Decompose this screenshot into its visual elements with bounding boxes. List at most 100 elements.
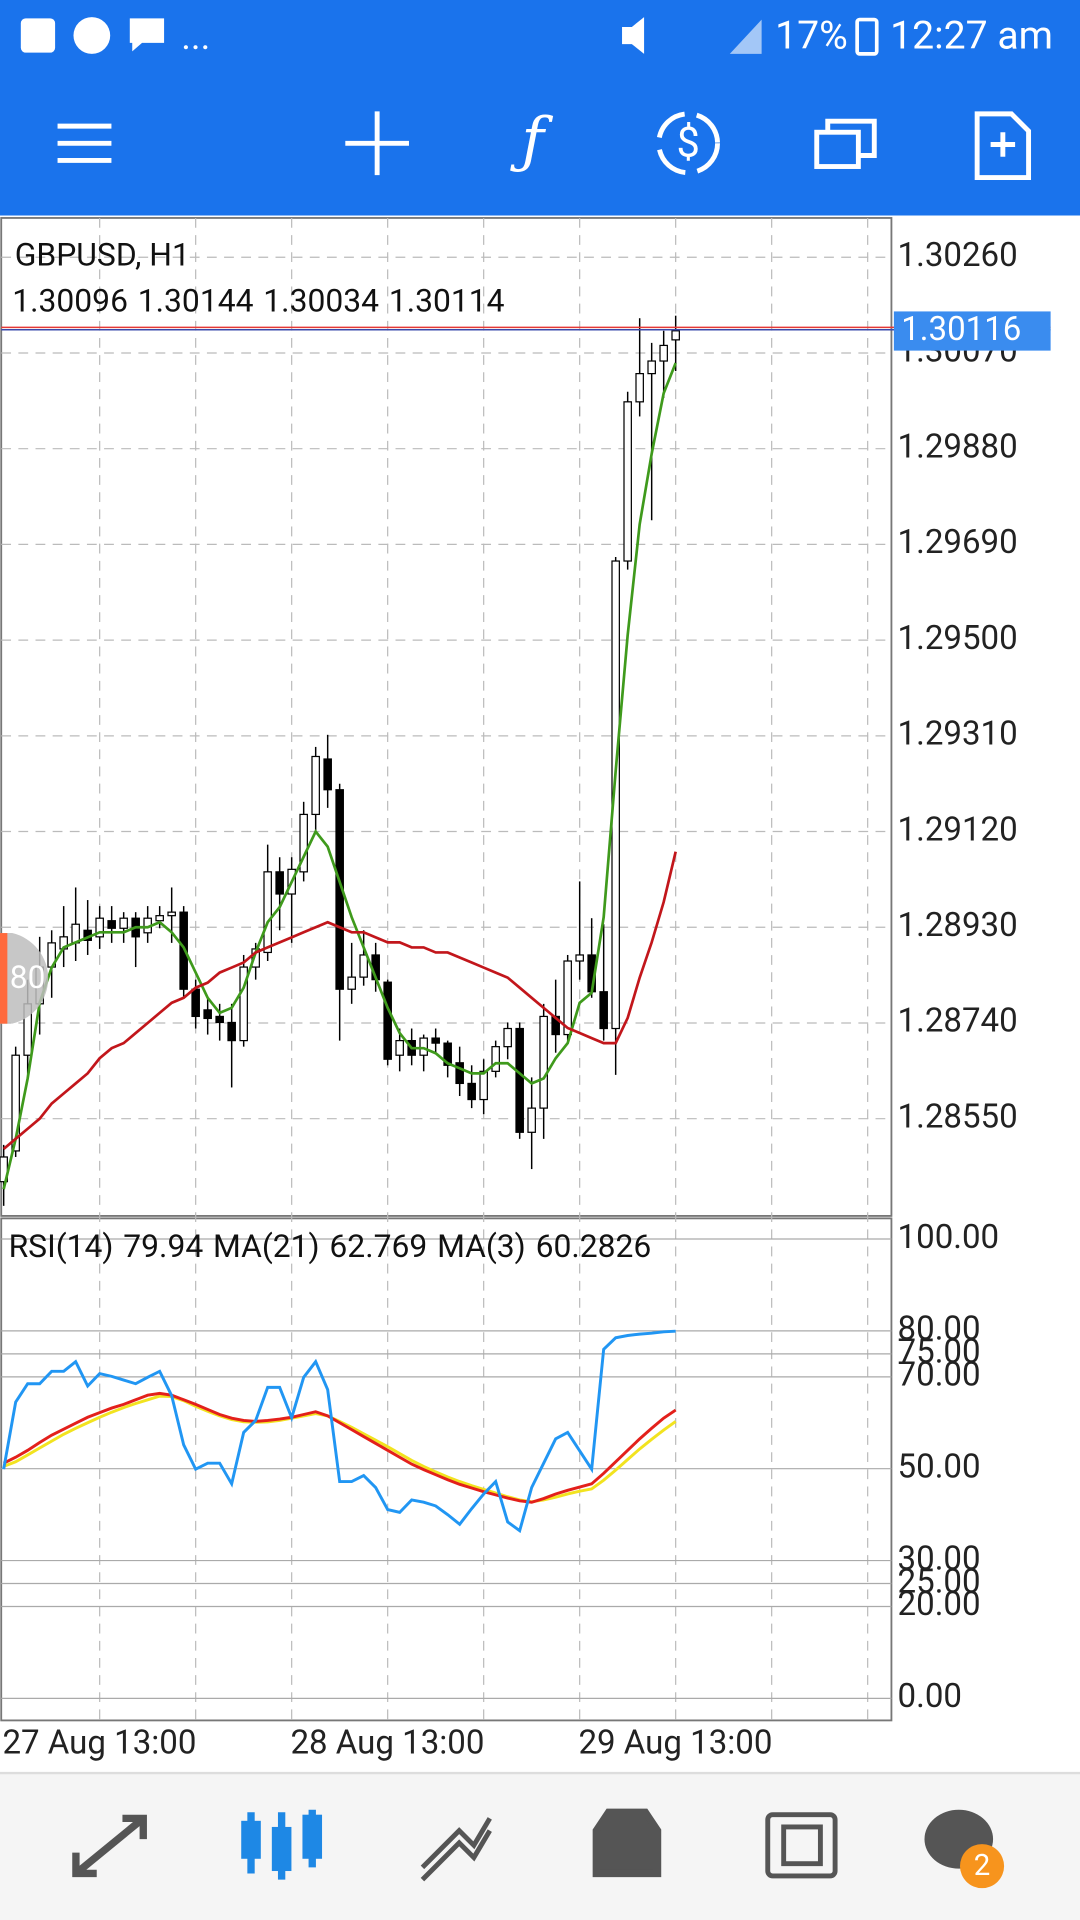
candle-body [359, 954, 368, 978]
svg-text:$: $ [676, 119, 699, 168]
app-bar [0, 0, 1080, 216]
candle-body [563, 960, 572, 1036]
candle-body [239, 966, 248, 1042]
candle-body [263, 871, 272, 954]
menu-button[interactable] [57, 123, 112, 163]
candle-body [527, 1107, 536, 1133]
price-tick-label: 1.30260 [898, 236, 1018, 275]
price-tick-label: 1.28930 [898, 906, 1018, 945]
symbol-title: GBPUSD, H1 [15, 236, 190, 274]
candle-body [215, 1015, 224, 1024]
history-tab[interactable] [592, 1808, 662, 1878]
candle-body [347, 976, 356, 990]
status-icons [20, 17, 879, 56]
rsi-tick-label: 20.00 [898, 1585, 981, 1624]
badge-shape [0, 933, 49, 1024]
battery-level: 17% [775, 12, 848, 58]
side-badge[interactable]: 80 [0, 933, 49, 1024]
bottom-nav [0, 1773, 1080, 1920]
rsi-tick-label: 50.00 [898, 1447, 981, 1486]
time-label: 27 Aug 13:00 [2, 1724, 196, 1763]
candle-body [323, 758, 332, 791]
ohlc-open: 1.30096 [12, 282, 128, 320]
quotes-tab[interactable] [72, 1814, 147, 1878]
badge-text: 80 [10, 958, 46, 996]
new-order-button[interactable] [974, 111, 1032, 180]
candle-body [275, 871, 284, 895]
chat-badge-count: 2 [974, 1849, 991, 1883]
candle-body [503, 1027, 512, 1048]
ohlc-close: 1.30114 [389, 282, 505, 320]
candle-body [299, 813, 308, 873]
mute-icon [622, 17, 645, 54]
chart-layer: 1.302601.300701.298801.296901.295001.293… [0, 217, 1051, 1763]
badge-accent [0, 933, 8, 1024]
ohlc-high: 1.30144 [138, 282, 254, 320]
candle-body [167, 911, 176, 917]
price-tick-label: 1.28550 [898, 1097, 1018, 1136]
ma3-name: MA(3) [437, 1227, 526, 1265]
candle-body [443, 1042, 452, 1066]
battery-icon [855, 17, 879, 56]
candle-body [635, 373, 644, 403]
rsi-panel [0, 1217, 893, 1722]
candle-body [179, 911, 188, 990]
message-icon [129, 18, 165, 52]
time-label: 29 Aug 13:00 [578, 1724, 772, 1763]
candle-body [107, 920, 116, 929]
rsi-tick-label: 75.00 [898, 1333, 981, 1372]
rsi-tick-label: 80.00 [898, 1310, 981, 1349]
chat-badge [960, 1844, 1005, 1889]
candle-body [431, 1037, 440, 1044]
candle-body [119, 917, 128, 929]
indicator-line [3, 1391, 677, 1504]
price-tick-label: 1.29690 [898, 523, 1018, 562]
indicator-line [2, 1329, 676, 1534]
news-tab[interactable] [765, 1812, 838, 1879]
price-tick-label: 1.29120 [898, 810, 1018, 849]
chart-tab[interactable] [241, 1809, 323, 1880]
rsi-tick-label: 0.00 [898, 1677, 962, 1716]
windows-button[interactable] [814, 118, 877, 169]
telegram-icon [73, 17, 111, 54]
rsi-tick-label: 100.00 [898, 1218, 1000, 1257]
time-label: 28 Aug 13:00 [290, 1724, 484, 1763]
ohlc-header: 1.30096 1.30144 1.30034 1.30114 [12, 282, 504, 320]
candle-body [515, 1027, 524, 1133]
trade-tab[interactable] [420, 1817, 492, 1882]
candle-body [95, 917, 104, 938]
candle-body [203, 1009, 212, 1020]
crosshair-button[interactable] [345, 111, 409, 176]
price-tick-label: 1.29880 [898, 427, 1018, 466]
price-tick-label: 1.28740 [898, 1002, 1018, 1041]
candle-body [479, 1070, 488, 1101]
candle-body [467, 1082, 476, 1101]
candle-body [611, 560, 620, 1030]
price-tick-label: 1.29310 [898, 715, 1018, 754]
ma21-name: MA(21) [213, 1227, 320, 1265]
candle-body [11, 1054, 20, 1152]
current-price-label: 1.30116 [901, 310, 1021, 349]
candle-body [575, 954, 584, 962]
candle-body [227, 1021, 236, 1042]
candle-body [455, 1062, 464, 1085]
ma3-value: 60.2826 [536, 1227, 652, 1265]
candle-body [419, 1037, 428, 1056]
moving-average-line [2, 362, 677, 1190]
ma21-value: 62.769 [329, 1227, 427, 1265]
candle-body [659, 344, 668, 362]
rsi-name: RSI(14) [9, 1227, 114, 1265]
candle-body [395, 1039, 404, 1056]
moving-average-line [2, 851, 677, 1150]
trade-button[interactable]: $ [656, 111, 720, 176]
status-ellipsis: ... [181, 15, 210, 58]
rsi-header: RSI(14) 79.94 MA(21) 62.769 MA(3) 60.2826 [9, 1227, 652, 1265]
candle-body [155, 915, 164, 922]
price-tick-label: 1.29500 [898, 619, 1018, 658]
rsi-value: 79.94 [123, 1227, 203, 1265]
rsi-tick-label: 25.00 [898, 1562, 981, 1601]
candle-body [491, 1046, 500, 1072]
candle-body [671, 330, 680, 341]
